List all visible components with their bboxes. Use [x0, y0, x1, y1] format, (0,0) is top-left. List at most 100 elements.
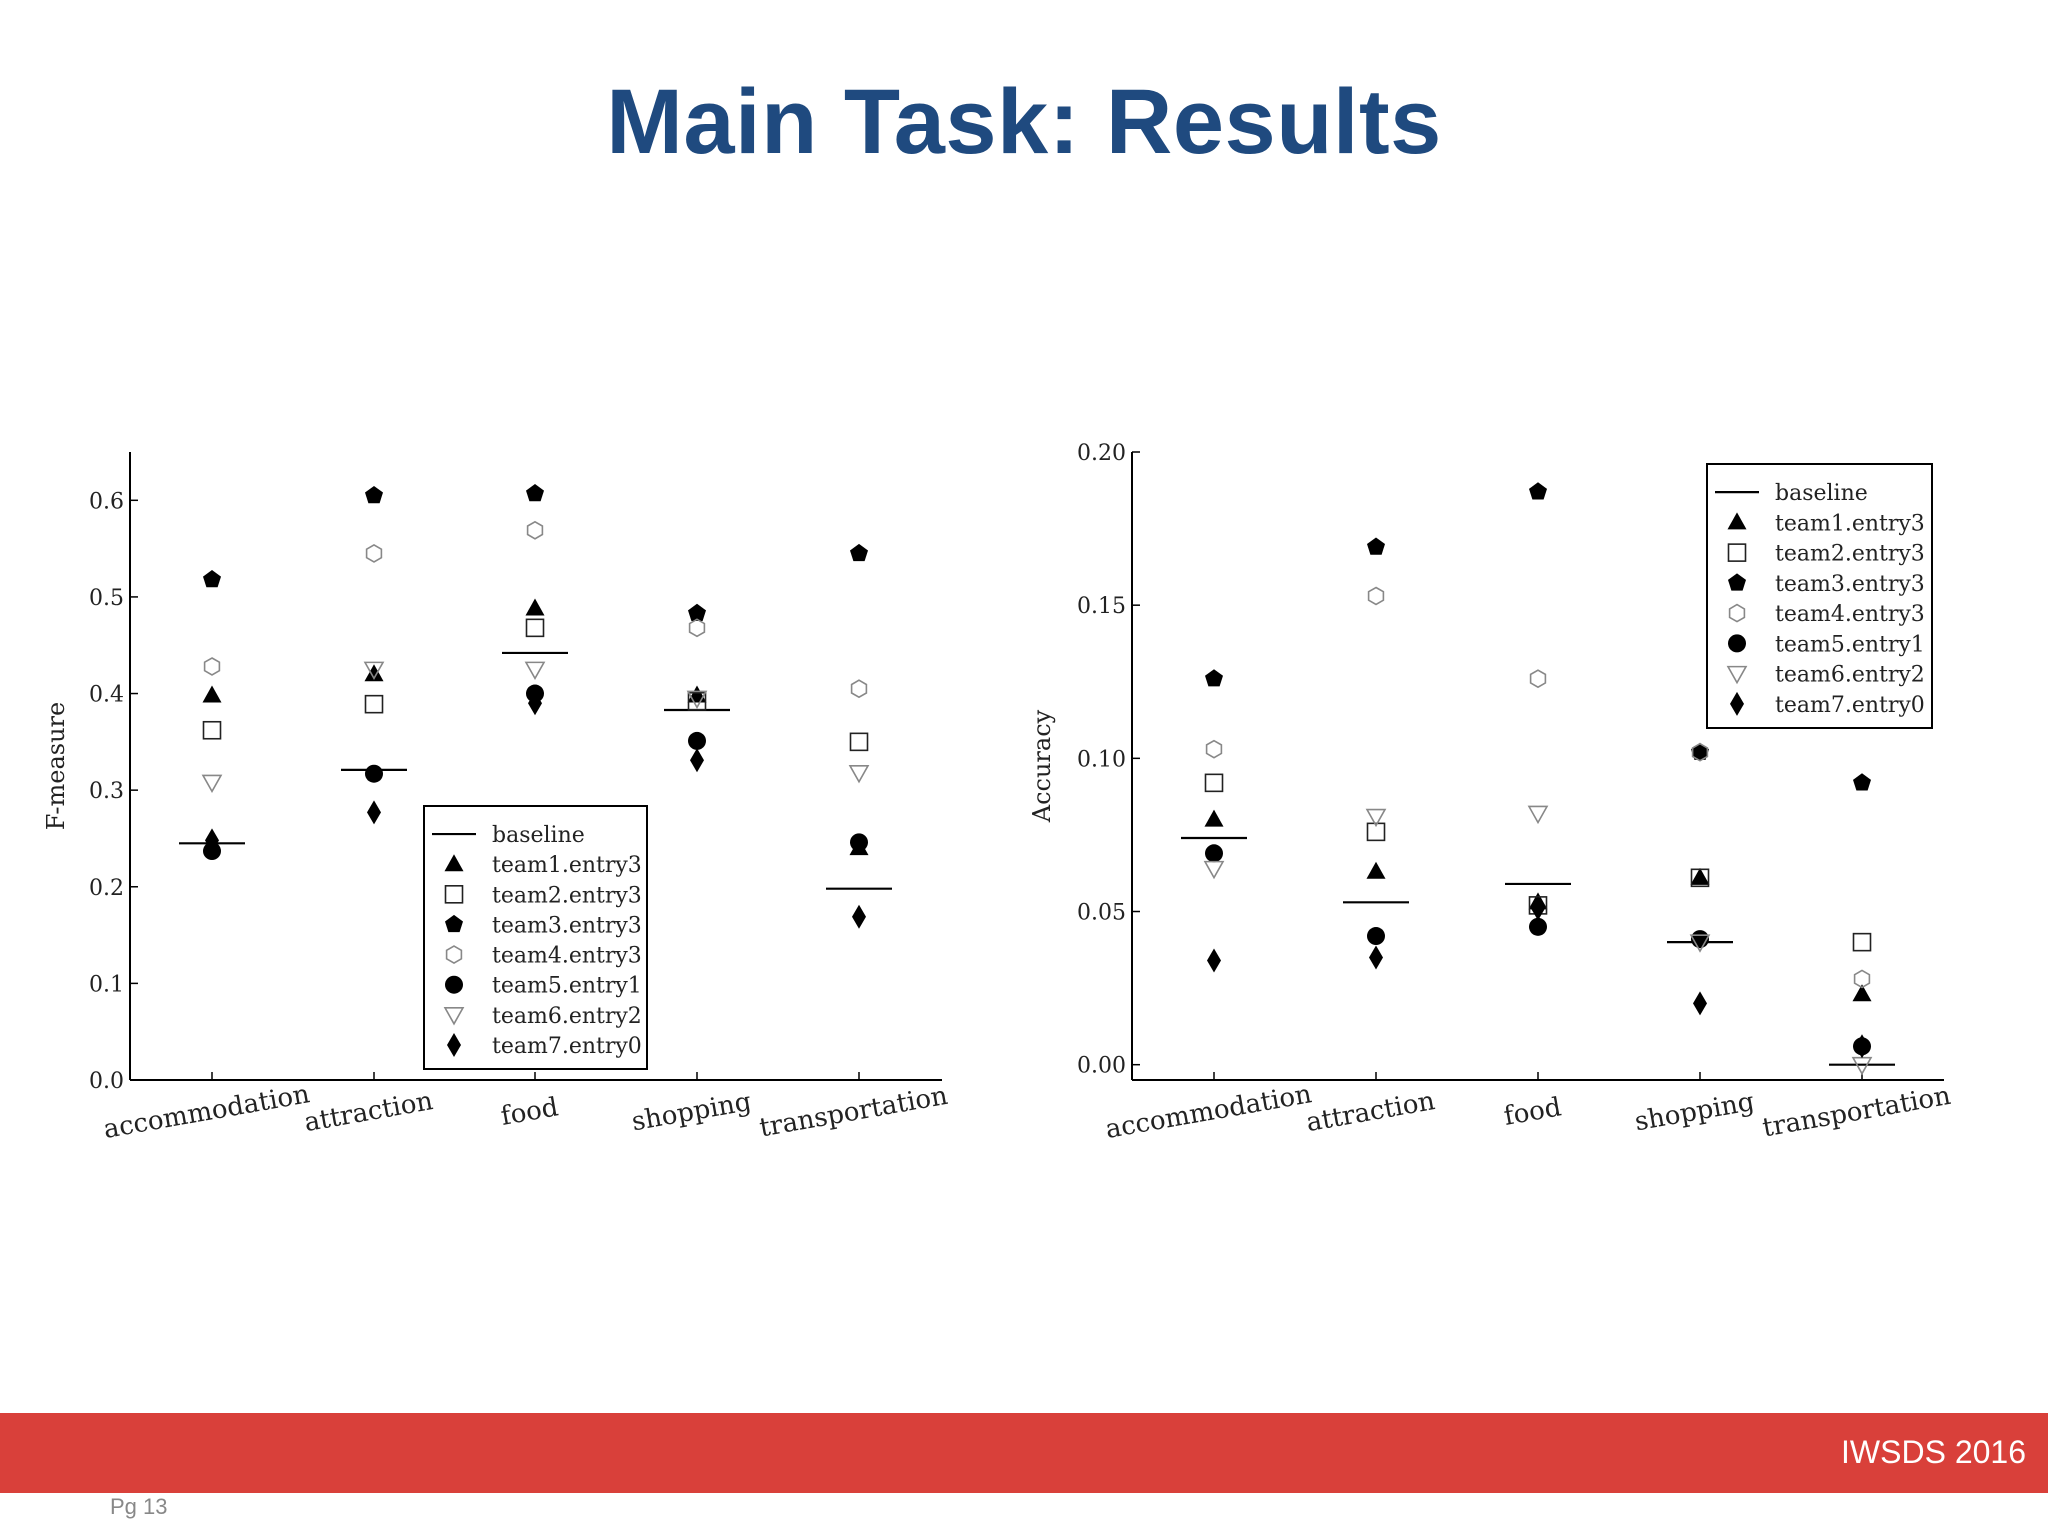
team6-entry2-point — [1689, 934, 1711, 953]
team6-entry2-point — [686, 690, 708, 710]
x-tick-label: attraction — [302, 1086, 436, 1138]
y-tick-label: 0.15 — [1077, 594, 1126, 619]
team1-entry3-point — [1852, 984, 1872, 1002]
team2-entry3-point — [1690, 868, 1710, 888]
team5-entry1-point — [1205, 844, 1223, 863]
y-tick-label: 0.5 — [89, 586, 124, 611]
team2-entry3-point — [1204, 773, 1224, 793]
team6-entry2-point — [201, 774, 223, 794]
team6-entry2-point — [1527, 805, 1549, 825]
team2-entry3-point — [1852, 932, 1872, 952]
legend-label: team4.entry3 — [492, 944, 642, 969]
team2-entry3-point — [202, 720, 222, 740]
legend-label: team2.entry3 — [492, 883, 642, 908]
legend-label: team6.entry2 — [1775, 663, 1925, 688]
y-tick-label: 0.4 — [89, 683, 124, 708]
team3-entry3-point — [365, 486, 383, 504]
team3-entry3-point — [850, 543, 868, 562]
team7-entry0-point — [1693, 991, 1707, 1016]
team7-entry0-point — [690, 748, 704, 773]
team1-entry3-point — [1690, 867, 1710, 885]
team6-entry2-point — [848, 764, 870, 784]
legend-label: team7.entry0 — [492, 1034, 642, 1059]
team4-entry3-point — [1529, 669, 1547, 689]
legend-label: team2.entry3 — [1775, 542, 1925, 567]
footer-bar: IWSDS 2016 — [0, 1413, 2048, 1493]
x-tick-label: food — [499, 1092, 561, 1132]
legend-swatch — [1726, 665, 1748, 685]
slide-title: Main Task: Results — [606, 71, 1442, 173]
conference-label: IWSDS 2016 — [1841, 1434, 2026, 1470]
legend-box — [1706, 463, 1933, 729]
y-tick-label: 0.05 — [1077, 901, 1126, 926]
legend-swatch — [445, 975, 463, 994]
legend-swatch — [1727, 512, 1747, 530]
legend-swatch — [444, 854, 464, 872]
legend-swatch — [1728, 573, 1746, 591]
team4-entry3-point — [1205, 739, 1223, 759]
team7-entry0-point — [1855, 1034, 1869, 1059]
team1-entry3-point — [1204, 809, 1224, 827]
legend-swatch — [1728, 634, 1746, 653]
team7-entry0-point — [1531, 896, 1545, 921]
team2-entry3-point — [849, 732, 869, 752]
team5-entry1-point — [688, 731, 706, 750]
team3-entry3-point — [688, 603, 706, 621]
y-tick-label: 0.6 — [89, 489, 124, 514]
team7-entry0-point — [205, 828, 219, 853]
legend-swatch — [1728, 603, 1746, 623]
legend-label: team7.entry0 — [1775, 693, 1925, 718]
team1-entry3-point — [364, 664, 384, 682]
legend-label: baseline — [1775, 481, 1868, 506]
team1-entry3-point — [525, 598, 545, 616]
x-tick-label: shopping — [1633, 1087, 1757, 1138]
team3-entry3-point — [1853, 773, 1871, 791]
team2-entry3-point — [1366, 822, 1386, 842]
team4-entry3-point — [850, 679, 868, 699]
legend-label: team1.entry3 — [492, 853, 642, 878]
f-measure-chart: 0.0 0.1 0.2 0.3 0.4 0.5 0.6 F-measure accommodat… — [42, 452, 950, 1145]
y-axis-label: F-measure — [42, 702, 70, 830]
team3-entry3-point — [1529, 482, 1547, 500]
team5-entry1-point — [1367, 927, 1385, 946]
team2-entry3-point — [687, 691, 707, 711]
team5-entry1-point — [365, 764, 383, 783]
legend-label: team4.entry3 — [1775, 602, 1925, 627]
x-tick-label: transportation — [1760, 1081, 1953, 1144]
x-tick-label: accommodation — [101, 1079, 312, 1145]
legend-box — [423, 805, 648, 1070]
team4-entry3-point — [1691, 742, 1709, 762]
team6-entry2-point — [363, 661, 385, 681]
legend-label: baseline — [492, 823, 585, 848]
x-tick-label: accommodation — [1103, 1079, 1314, 1145]
legend-swatch — [1730, 691, 1744, 716]
team3-entry3-point — [203, 570, 221, 588]
x-tick-label: food — [1502, 1092, 1564, 1132]
team5-entry1-point — [850, 833, 868, 852]
legend-swatch — [1727, 543, 1747, 562]
team2-entry3-point — [364, 694, 384, 714]
y-tick-label: 0.3 — [89, 779, 124, 804]
team3-entry3-point — [1367, 537, 1385, 555]
team4-entry3-point — [1367, 586, 1385, 606]
team6-entry2-point — [524, 661, 546, 681]
accuracy-chart: 0.00 0.05 0.10 0.15 0.20 Accuracy accommodatio… — [1028, 441, 1953, 1145]
page-number: Pg 13 — [110, 1494, 168, 1519]
legend-label: team5.entry1 — [1775, 632, 1925, 657]
results-charts: 0.0 0.1 0.2 0.3 0.4 0.5 0.6 F-measure accommodat… — [42, 441, 1953, 1145]
legend-swatch — [444, 885, 464, 904]
x-tick-label: attraction — [1304, 1086, 1438, 1138]
team7-entry0-point — [1207, 948, 1221, 973]
y-tick-label: 0.00 — [1077, 1054, 1126, 1079]
legend-swatch — [445, 945, 463, 965]
legend-swatch — [445, 914, 463, 933]
team4-entry3-point — [526, 520, 544, 540]
y-tick-label: 0.0 — [89, 1069, 124, 1094]
team1-entry3-point — [202, 685, 222, 703]
team3-entry3-point — [526, 484, 544, 502]
y-tick-label: 0.20 — [1077, 441, 1126, 466]
y-tick-label: 0.10 — [1077, 747, 1126, 772]
team6-entry2-point — [1203, 860, 1225, 880]
x-tick-label: shopping — [630, 1087, 754, 1138]
team2-entry3-point — [525, 618, 545, 638]
